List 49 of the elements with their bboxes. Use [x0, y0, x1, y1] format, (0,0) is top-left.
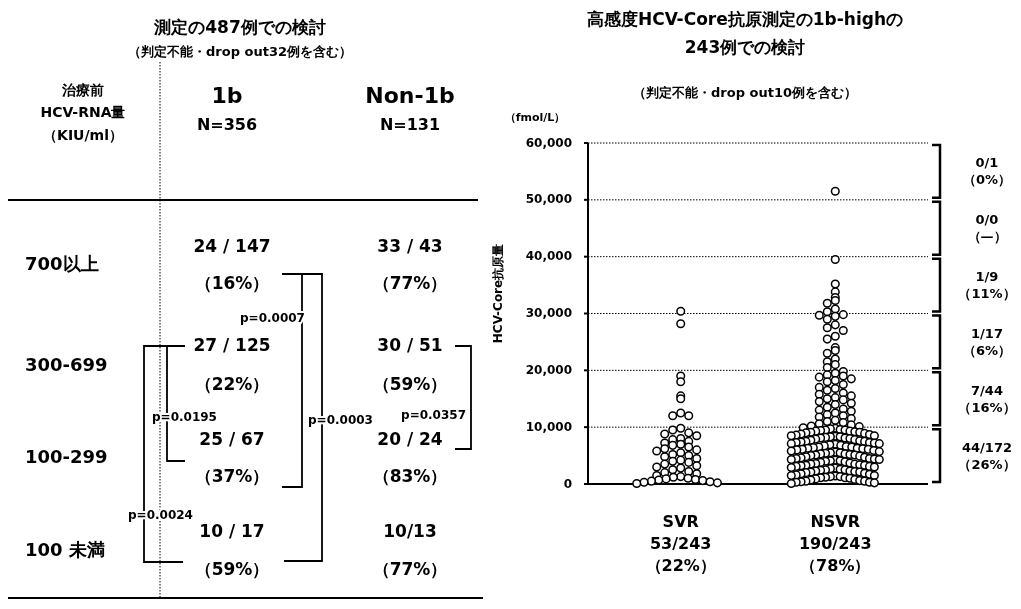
- text: （37%）: [194, 466, 270, 486]
- text: 20 / 24: [377, 429, 443, 449]
- text: N=356: [196, 114, 258, 134]
- text: 10/13: [383, 521, 437, 541]
- text: HCV-RNA量: [40, 104, 126, 120]
- text: 44/172 （26%）: [958, 439, 1016, 472]
- text: （77%）: [372, 559, 448, 579]
- text: 25 / 67: [199, 429, 265, 449]
- x-tick-label: NSVR 190/243 （78%）: [798, 511, 872, 575]
- chart-subtitle: （判定不能・drop out10例を含む）: [633, 84, 857, 100]
- y-axis-title: HCV-Core抗原量: [490, 243, 505, 344]
- text: 300-699: [25, 354, 108, 375]
- text: （fmol/L）: [504, 111, 566, 124]
- y-tick-label: 20,000: [525, 362, 572, 377]
- x-tick-label: SVR 53/243 （22%）: [645, 511, 716, 575]
- text: （16%）: [194, 273, 270, 293]
- text: p=0.0357: [401, 407, 466, 422]
- text: 7/44 （16%）: [958, 382, 1016, 415]
- text: 1b: [211, 83, 243, 108]
- text: （59%）: [372, 374, 448, 394]
- text: 0/0 （—）: [967, 211, 1007, 244]
- text: 100-299: [25, 446, 108, 467]
- text: （77%）: [372, 273, 448, 293]
- text: 0/1 （0%）: [962, 154, 1012, 187]
- y-tick-label: 40,000: [525, 249, 572, 264]
- text: 測定の487例での検討: [153, 17, 326, 37]
- chart-title: 高感度HCV-Core抗原測定の1b-highの 243例での検討: [586, 9, 904, 57]
- text: Non-1b: [365, 83, 455, 108]
- text: （83%）: [372, 466, 448, 486]
- text: 30 / 51: [377, 335, 443, 355]
- y-tick-label: 50,000: [525, 192, 572, 207]
- y-tick-label: 10,000: [525, 419, 572, 434]
- text: 1/17 （6%）: [962, 325, 1012, 358]
- y-tick-label: 60,000: [525, 135, 572, 150]
- text: （KIU/ml）: [43, 127, 123, 143]
- text: 700以上: [25, 253, 99, 274]
- text: 100 未満: [25, 539, 105, 560]
- text: 33 / 43: [377, 236, 443, 256]
- text: 10 / 17: [199, 521, 265, 541]
- text: （判定不能・drop out32例を含む）: [128, 43, 352, 59]
- text: 1/9 （11%）: [958, 268, 1016, 301]
- text: （22%）: [194, 374, 270, 394]
- text: 24 / 147: [193, 236, 271, 256]
- y-tick-label: 30,000: [525, 306, 572, 320]
- text: 27 / 125: [193, 335, 271, 355]
- text: N=131: [379, 114, 441, 134]
- text: 治療前: [61, 82, 104, 98]
- y-tick-label: 0: [563, 476, 572, 491]
- text: （59%）: [194, 559, 270, 579]
